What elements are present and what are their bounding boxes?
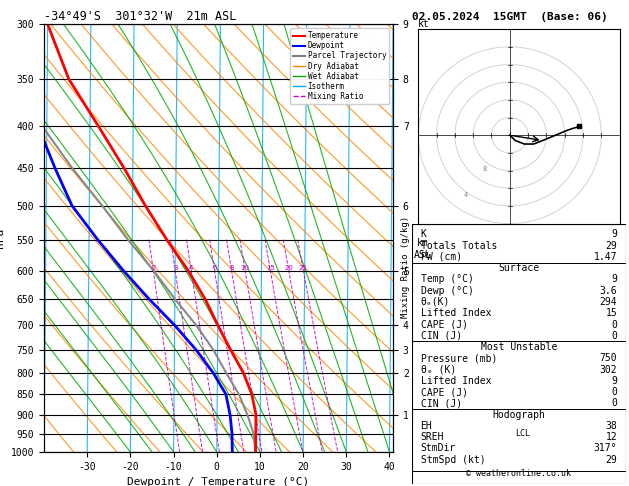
Text: StmSpd (kt): StmSpd (kt) <box>421 455 485 465</box>
Text: 9: 9 <box>611 275 617 284</box>
Text: 10: 10 <box>240 264 250 271</box>
Text: 750: 750 <box>599 353 617 364</box>
Text: Surface: Surface <box>498 263 540 273</box>
Text: 317°: 317° <box>594 443 617 453</box>
Text: 15: 15 <box>266 264 275 271</box>
Text: 294: 294 <box>599 297 617 307</box>
Text: StmDir: StmDir <box>421 443 456 453</box>
Text: 3.6: 3.6 <box>599 286 617 295</box>
Text: Most Unstable: Most Unstable <box>481 342 557 352</box>
Text: CAPE (J): CAPE (J) <box>421 319 467 330</box>
Text: θₑ (K): θₑ (K) <box>421 364 456 375</box>
Text: 02.05.2024  15GMT  (Base: 06): 02.05.2024 15GMT (Base: 06) <box>412 12 608 22</box>
Text: © weatheronline.co.uk: © weatheronline.co.uk <box>467 469 571 478</box>
Text: 38: 38 <box>606 421 617 431</box>
Text: 4: 4 <box>464 192 468 198</box>
Legend: Temperature, Dewpoint, Parcel Trajectory, Dry Adiabat, Wet Adiabat, Isotherm, Mi: Temperature, Dewpoint, Parcel Trajectory… <box>290 28 389 104</box>
Text: 8: 8 <box>482 166 487 172</box>
Y-axis label: km
ASL: km ASL <box>414 238 431 260</box>
Text: CAPE (J): CAPE (J) <box>421 387 467 397</box>
Text: 1.47: 1.47 <box>594 252 617 262</box>
Text: Hodograph: Hodograph <box>493 410 545 420</box>
Text: 4: 4 <box>189 264 193 271</box>
Text: K: K <box>421 229 426 240</box>
Text: 9: 9 <box>611 376 617 386</box>
Text: 29: 29 <box>606 455 617 465</box>
Text: PW (cm): PW (cm) <box>421 252 462 262</box>
Text: 12: 12 <box>606 432 617 442</box>
Text: θₑ(K): θₑ(K) <box>421 297 450 307</box>
Text: -34°49'S  301°32'W  21m ASL: -34°49'S 301°32'W 21m ASL <box>44 10 237 23</box>
Text: 15: 15 <box>606 308 617 318</box>
Text: Temp (°C): Temp (°C) <box>421 275 474 284</box>
Text: 25: 25 <box>299 264 308 271</box>
Text: kt: kt <box>418 19 430 29</box>
Text: 0: 0 <box>611 387 617 397</box>
Text: 8: 8 <box>230 264 234 271</box>
Text: 0: 0 <box>611 331 617 341</box>
Text: CIN (J): CIN (J) <box>421 399 462 408</box>
Text: CIN (J): CIN (J) <box>421 331 462 341</box>
Text: 6: 6 <box>212 264 217 271</box>
Text: 9: 9 <box>611 229 617 240</box>
Text: Totals Totals: Totals Totals <box>421 241 497 251</box>
Text: 3: 3 <box>173 264 177 271</box>
Text: Dewp (°C): Dewp (°C) <box>421 286 474 295</box>
Text: Mixing Ratio (g/kg): Mixing Ratio (g/kg) <box>401 216 410 318</box>
Text: 29: 29 <box>606 241 617 251</box>
Text: 302: 302 <box>599 364 617 375</box>
Text: 0: 0 <box>611 319 617 330</box>
X-axis label: Dewpoint / Temperature (°C): Dewpoint / Temperature (°C) <box>128 477 309 486</box>
Text: Pressure (mb): Pressure (mb) <box>421 353 497 364</box>
Text: 2: 2 <box>151 264 155 271</box>
Text: Lifted Index: Lifted Index <box>421 376 491 386</box>
Y-axis label: hPa: hPa <box>0 228 5 248</box>
Text: Lifted Index: Lifted Index <box>421 308 491 318</box>
Text: 20: 20 <box>284 264 293 271</box>
Text: SREH: SREH <box>421 432 444 442</box>
Text: LCL: LCL <box>515 429 530 438</box>
Text: 0: 0 <box>611 399 617 408</box>
Text: EH: EH <box>421 421 432 431</box>
